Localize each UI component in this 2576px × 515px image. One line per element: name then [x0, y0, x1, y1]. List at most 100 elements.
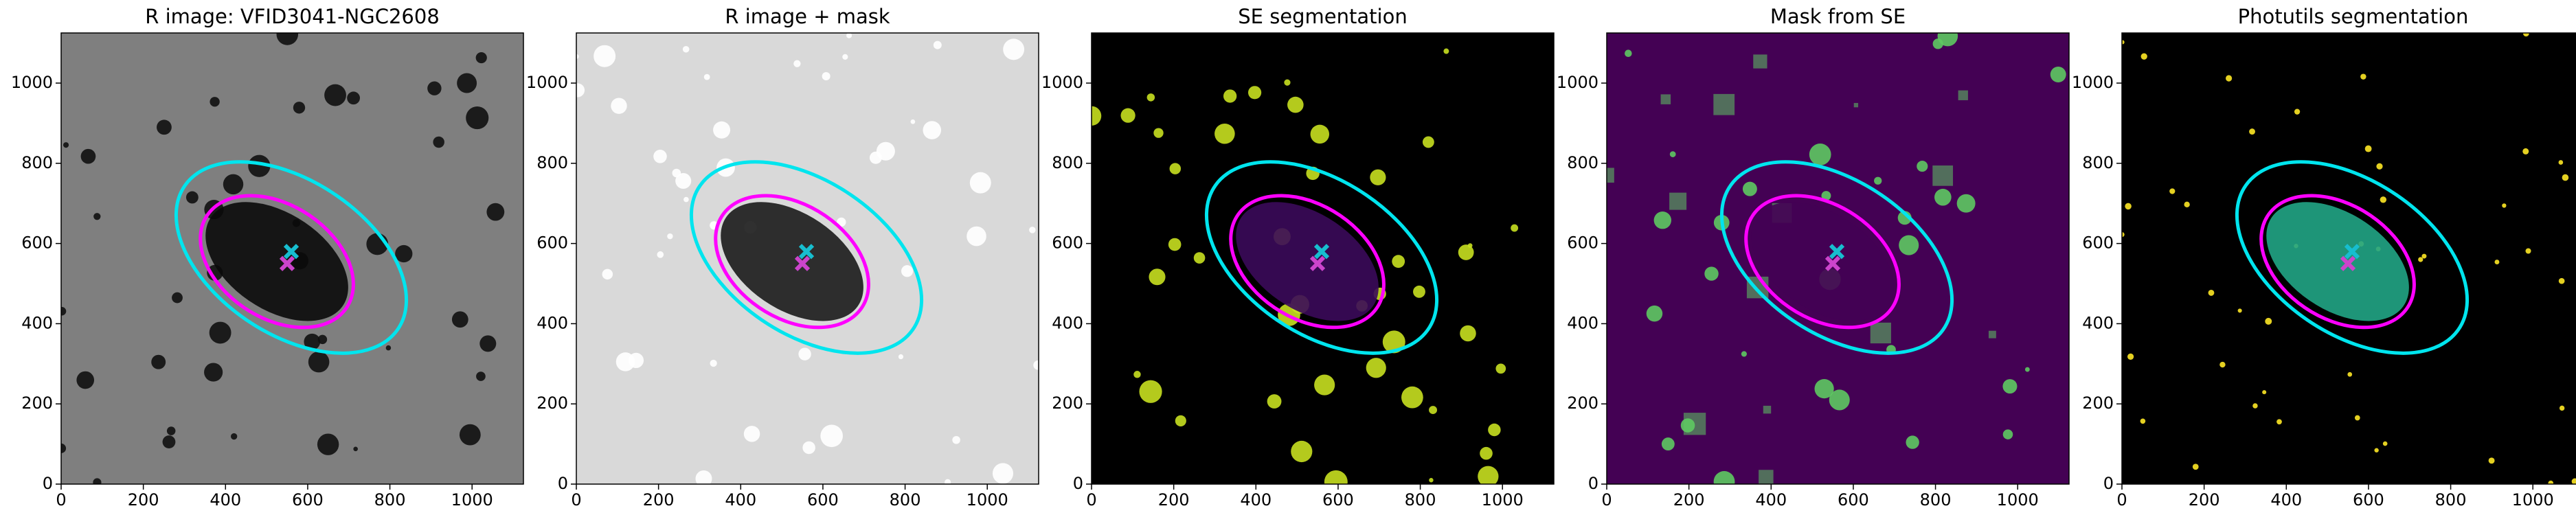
source-blob — [1899, 235, 1919, 255]
source-blob — [475, 52, 487, 64]
source-blob — [1829, 389, 1850, 411]
source-blob — [324, 84, 346, 106]
image — [2122, 33, 2576, 484]
source-blob — [162, 435, 176, 448]
source-blob — [2122, 40, 2125, 45]
panel: R image + mask 0 200 400 600 800 1000 0 200 400 60… — [526, 5, 1039, 510]
source-blob — [1753, 54, 1767, 69]
source-blob — [2360, 73, 2366, 80]
source-blob — [1713, 471, 1735, 484]
x-tick-label: 800 — [890, 490, 921, 510]
source-blob — [1988, 330, 1996, 339]
x-tick-label: 400 — [2270, 490, 2302, 510]
source-blob — [1401, 386, 1423, 409]
source-blob — [476, 371, 486, 381]
source-blob — [923, 121, 942, 139]
source-blob — [1175, 415, 1186, 426]
x-tick-label: 600 — [2353, 490, 2384, 510]
source-blob — [1934, 188, 1952, 206]
source-blob — [1956, 194, 1976, 213]
source-blob — [2265, 317, 2272, 325]
source-blob — [1029, 227, 1036, 233]
source-blob — [2502, 203, 2507, 208]
source-blob — [2380, 196, 2387, 203]
y-tick-label: 400 — [2082, 313, 2114, 332]
source-blob — [910, 119, 916, 124]
source-blob — [385, 345, 392, 351]
source-blob — [76, 371, 95, 389]
source-blob — [2354, 415, 2360, 421]
y-tick-label: 0 — [43, 474, 53, 493]
x-tick-label: 1000 — [1997, 490, 2039, 510]
source-blob — [1422, 136, 1434, 148]
source-blob — [204, 363, 223, 382]
center-marker — [1824, 255, 1841, 271]
y-tick-label: 200 — [1052, 393, 1083, 413]
source-blob — [2523, 33, 2529, 37]
y-tick-label: 400 — [1052, 313, 1083, 332]
x-tick-label: 0 — [571, 490, 581, 510]
x-tick-label: 800 — [1405, 490, 1436, 510]
fit-ellipse — [655, 123, 957, 393]
y-tick-label: 800 — [1052, 153, 1083, 172]
y-tick-label: 800 — [536, 153, 568, 172]
galaxy — [1236, 202, 1379, 321]
fit-ellipse — [1171, 123, 1472, 393]
source-blob — [317, 433, 339, 455]
source-blob — [1370, 169, 1386, 185]
source-blob — [1291, 440, 1313, 463]
x-tick-label: 1000 — [2512, 490, 2554, 510]
source-blob — [2252, 403, 2258, 409]
source-blob — [2127, 353, 2134, 360]
panel-title: Photutils segmentation — [2238, 5, 2469, 28]
source-blob — [2262, 390, 2267, 395]
source-blob — [1607, 168, 1614, 183]
fit-ellipse — [690, 168, 894, 354]
y-tick-label: 800 — [21, 153, 53, 172]
source-blob — [1932, 165, 1954, 186]
source-blob — [248, 154, 271, 177]
y-tick-label: 200 — [2082, 393, 2114, 413]
source-blob — [653, 150, 667, 163]
source-blob — [743, 426, 760, 442]
source-blob — [2382, 441, 2388, 446]
source-blob — [2125, 203, 2132, 210]
source-blob — [1759, 470, 1774, 484]
fit-ellipse — [2201, 123, 2502, 393]
source-blob — [576, 83, 585, 98]
center-marker — [2340, 255, 2356, 271]
y-tick-label: 0 — [1073, 474, 1083, 493]
panel-title: R image: VFID3041-NGC2608 — [145, 5, 440, 28]
source-blob — [1310, 124, 1330, 144]
source-blob — [395, 244, 413, 263]
x-tick-label: 400 — [210, 490, 241, 510]
source-blob — [933, 41, 942, 49]
source-blob — [1646, 305, 1663, 322]
source-blob — [1324, 470, 1348, 484]
y-tick-label: 400 — [21, 313, 53, 332]
fit-ellipse — [1721, 168, 1925, 354]
source-blob — [466, 106, 489, 130]
y-tick-label: 600 — [1052, 233, 1083, 253]
y-tick-label: 1000 — [2072, 73, 2114, 92]
source-blob — [1467, 243, 1473, 249]
source-blob — [1653, 211, 1672, 229]
source-blob — [683, 196, 689, 203]
source-blob — [353, 446, 358, 452]
panel-title: R image + mask — [725, 5, 890, 28]
source-blob — [1763, 405, 1772, 414]
source-blob — [2184, 201, 2190, 208]
y-tick-label: 1000 — [1557, 73, 1598, 92]
source-blob — [2562, 174, 2569, 181]
source-blob — [1214, 123, 1235, 144]
source-blob — [457, 73, 477, 93]
center-marker — [279, 255, 295, 271]
source-blob — [2294, 108, 2301, 115]
center-marker — [798, 244, 815, 260]
source-blob — [427, 81, 442, 95]
source-blob — [1267, 394, 1282, 409]
galaxy — [205, 202, 348, 321]
x-tick-label: 400 — [1240, 490, 1272, 510]
source-blob — [672, 168, 681, 178]
